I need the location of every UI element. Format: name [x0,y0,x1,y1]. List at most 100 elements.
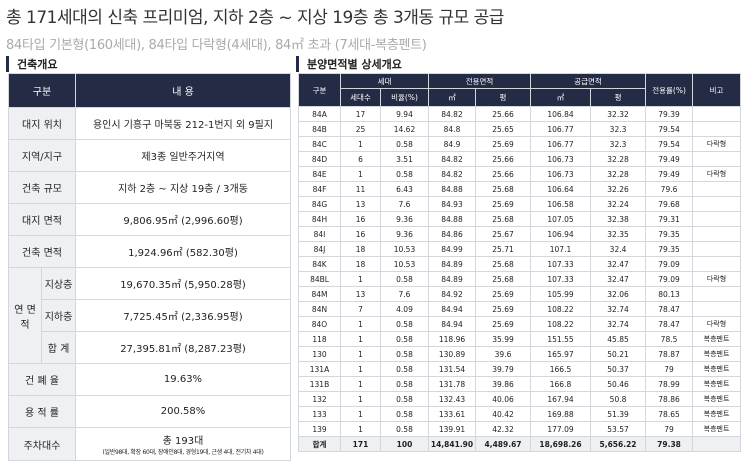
header-cell: 평 [474,88,532,107]
cell: 1 [340,421,381,437]
row: 지하층 7,725.45㎡ (2,336.95평) [9,299,291,332]
cell: 100 [380,436,429,452]
value-cell: 9,806.95㎡ (2,996.60평) [75,203,291,236]
cell: 32.35 [590,226,647,242]
cell: 84D [298,151,341,167]
cell [692,181,742,197]
cell [692,106,742,122]
cell: 다락형 [692,166,742,182]
cell: 25.69 [474,301,532,317]
value-cell: 19,670.35㎡ (5,950.28평) [75,267,291,300]
cell: 0.58 [380,136,429,152]
cell: 0.58 [380,361,429,377]
cell: 84BL [298,271,341,287]
cell: 78.47 [645,301,694,317]
header-row: 구분 내 용 [8,73,291,108]
cell [692,241,742,257]
row: 84G 13 7.6 84.93 25.69 106.58 32.24 79.68 [298,196,742,212]
label-cell: 지역/지구 [8,139,76,172]
cell: 25.65 [474,121,532,137]
cell: 다락형 [692,136,742,152]
cell: 39.86 [474,376,532,392]
header-cell: 비율(%) [380,88,429,107]
header-cell: 세대수 [340,88,381,107]
cell: 0.58 [380,376,429,392]
cell: 0.58 [380,391,429,407]
cell: 79.31 [645,211,694,227]
cell: 84H [298,211,341,227]
cell: 25.69 [474,136,532,152]
cell: 16 [340,226,381,242]
cell: 51.39 [590,406,647,422]
cell: 108.22 [530,301,592,317]
cell: 18 [340,241,381,257]
cell: 151.55 [530,331,592,347]
row: 84A 17 9.94 84.82 25.66 106.84 32.32 79.39 [298,106,742,122]
cell: 118 [298,331,341,347]
cell: 108.22 [530,316,592,332]
cell: 복층펜트 [692,346,742,362]
row: 84M 13 7.6 84.92 25.69 105.99 32.06 80.13 [298,286,742,302]
header-cell: 비고 [692,73,742,107]
cell: 107.33 [530,256,592,272]
cell: 복층펜트 [692,421,742,437]
cell [692,121,742,137]
cell: 32.4 [590,241,647,257]
cell [692,226,742,242]
cell: 25.69 [474,286,532,302]
header-cell: ㎡ [428,88,476,107]
cell: 79 [645,361,694,377]
section-heading: 건축개요 [6,56,57,72]
cell: 84.82 [428,106,476,122]
cell: 14,841.90 [428,436,476,452]
cell: 1 [340,346,381,362]
label-cell: 건축 규모 [8,171,76,204]
cell: 0.58 [380,331,429,347]
cell: 177.09 [530,421,592,437]
cell: 45.85 [590,331,647,347]
row: 대지 위치 용인시 기흥구 마북동 212-1번지 외 9필지 [8,107,291,140]
cell: 79.68 [645,196,694,212]
row: 84H 16 9.36 84.88 25.68 107.05 32.38 79.31 [298,211,742,227]
cell: 78.65 [645,406,694,422]
cell: 10.53 [380,256,429,272]
cell: 39.79 [474,361,532,377]
cell: 32.06 [590,286,647,302]
cell: 131B [298,376,341,392]
cell [692,196,742,212]
row: 84C 1 0.58 84.9 25.69 106.77 32.3 79.54 다락형 [298,136,742,152]
parking-detail: (일반98대, 확장 60대, 장애인8대, 경형19대, 근생 4대, 전기차… [102,449,264,456]
cell: 79 [645,421,694,437]
label-cell: 지하층 [41,299,76,332]
value-cell: 총 193대 (일반98대, 확장 60대, 장애인8대, 경형19대, 근생 4… [75,427,291,461]
cell: 7 [340,301,381,317]
row: 84B 25 14.62 84.8 25.65 106.77 32.3 79.54 [298,121,742,137]
value-cell: 제3종 일반주거지역 [75,139,291,172]
cell: 25.68 [474,271,532,287]
cell: 1 [340,376,381,392]
cell: 78.99 [645,376,694,392]
row: 건축 규모 지하 2층 ~ 지상 19층 / 3개동 [8,171,291,204]
row: 84D 6 3.51 84.82 25.66 106.73 32.28 79.49 [298,151,742,167]
cell: 84.88 [428,211,476,227]
label-cell: 대지 위치 [8,107,76,140]
cell: 106.77 [530,121,592,137]
cell: 32.3 [590,136,647,152]
cell: 79.6 [645,181,694,197]
value-cell: 1,924.96㎡ (582.30평) [75,235,291,268]
cell: 106.77 [530,136,592,152]
cell: 13 [340,196,381,212]
header-cell: 평 [590,88,647,107]
label-cell: 지상층 [41,267,76,300]
cell: 32.24 [590,196,647,212]
cell: 32.28 [590,166,647,182]
cell: 18 [340,256,381,272]
header-row: 구분 세대 전용면적 공급면적 전용률(%) 비고 [298,73,742,107]
detail-table: 구분 세대 전용면적 공급면적 전용률(%) 비고 세대수 비율(%) ㎡ 평 ㎡ 평 84A 17 9.9… [298,73,742,452]
cell: 50.21 [590,346,647,362]
cell: 131A [298,361,341,377]
cell: 32.26 [590,181,647,197]
header-cell: 구분 [298,73,341,107]
cell: 25.71 [474,241,532,257]
